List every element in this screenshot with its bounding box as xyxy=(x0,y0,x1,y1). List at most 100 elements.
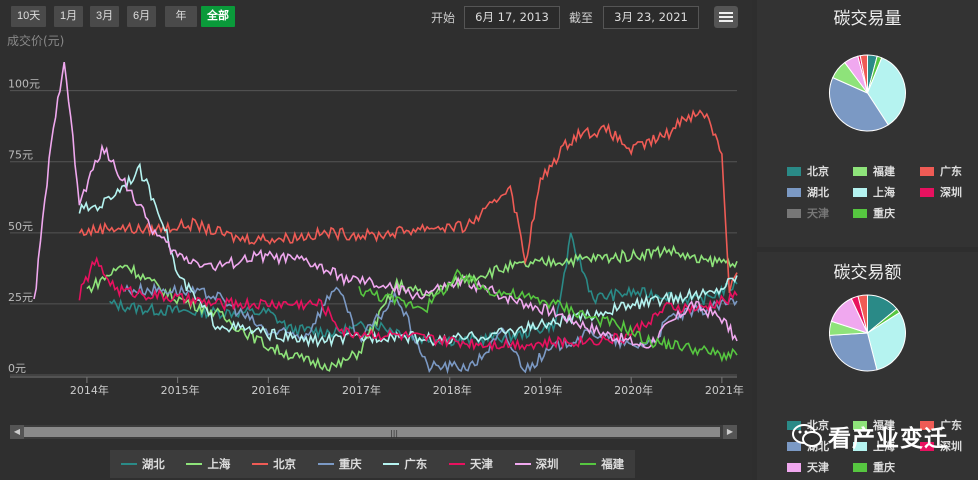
pie-legend-label: 重庆 xyxy=(873,461,895,474)
y-tick-label: 75元 xyxy=(8,149,33,162)
price-line-chart: 0元 25元 50元 75元 100元 2014年 2015年 2016年 2017年 2018年… xyxy=(8,61,744,397)
volume-panel: 碳交易量 北京 福建 广东 湖北 上海 深圳 天津 重庆 xyxy=(757,0,978,247)
pie-legend-item-天津[interactable]: 天津 xyxy=(787,205,829,221)
range-10d-button[interactable]: 10天 xyxy=(11,6,47,27)
pie-legend-item-湖北[interactable]: 湖北 xyxy=(787,438,829,454)
end-label: 截至 xyxy=(569,11,594,25)
pie-slice-广东 xyxy=(866,311,906,371)
legend-swatch xyxy=(514,463,531,465)
pie-legend-item-广东[interactable]: 广东 xyxy=(920,163,962,179)
chart-menu-button[interactable] xyxy=(714,6,738,28)
pie-legend-item-福建[interactable]: 福建 xyxy=(853,417,895,433)
legend-swatch xyxy=(580,463,597,465)
series-line-上海 xyxy=(86,244,738,372)
legend-label: 深圳 xyxy=(535,457,559,471)
pie-legend-swatch xyxy=(853,441,867,451)
legend-label: 上海 xyxy=(207,457,231,471)
pie-legend-swatch xyxy=(853,462,867,472)
pie-legend-item-福建[interactable]: 福建 xyxy=(853,163,895,179)
pie-legend-item-北京[interactable]: 北京 xyxy=(787,417,829,433)
pie-legend-swatch xyxy=(920,420,934,430)
legend-item-天津[interactable]: 天津 xyxy=(448,456,493,472)
x-tick-label: 2017年 xyxy=(342,383,381,397)
amount-pie xyxy=(829,294,906,372)
scroll-left-arrow[interactable]: ◀ xyxy=(10,425,24,439)
legend-label: 重庆 xyxy=(338,457,362,471)
legend-label: 广东 xyxy=(404,457,428,471)
series-line-深圳 xyxy=(33,61,738,349)
pie-legend-label: 北京 xyxy=(807,419,829,432)
legend-swatch xyxy=(448,463,465,465)
pie-legend-swatch xyxy=(787,166,801,176)
legend-item-重庆[interactable]: 重庆 xyxy=(317,456,362,472)
x-tick-label: 2015年 xyxy=(161,383,200,397)
pie-legend-item-天津[interactable]: 天津 xyxy=(787,459,829,475)
pie-legend-label: 湖北 xyxy=(807,440,829,453)
pie-slice-北京 xyxy=(857,294,868,334)
pie-legend-label: 广东 xyxy=(940,419,962,432)
legend-swatch xyxy=(383,463,400,465)
pie-legend-label: 北京 xyxy=(807,165,829,178)
range-3m-button[interactable]: 3月 xyxy=(90,6,120,27)
pie-slice-广东 xyxy=(866,57,906,126)
pie-slice-重庆 xyxy=(829,332,878,372)
pie-legend-item-广东[interactable]: 广东 xyxy=(920,417,962,433)
pie-legend-label: 湖北 xyxy=(807,186,829,199)
pie-legend-label: 天津 xyxy=(807,461,829,474)
pie-legend-label: 深圳 xyxy=(940,440,962,453)
start-date-input[interactable]: 6月 17, 2013 xyxy=(464,6,560,29)
pie-legend-item-湖北[interactable]: 湖北 xyxy=(787,184,829,200)
legend-item-福建[interactable]: 福建 xyxy=(580,456,624,472)
end-date-input[interactable]: 3月 23, 2021 xyxy=(603,6,699,29)
start-label: 开始 xyxy=(431,11,456,25)
pie-legend-label: 天津 xyxy=(807,207,829,220)
pie-legend-swatch xyxy=(787,462,801,472)
pie-slice-重庆 xyxy=(829,76,889,132)
pie-legend-label: 福建 xyxy=(873,419,895,432)
legend-item-深圳[interactable]: 深圳 xyxy=(514,456,559,472)
pie-legend-item-北京[interactable]: 北京 xyxy=(787,163,829,179)
pie-slice-北京 xyxy=(859,54,868,94)
legend-item-广东[interactable]: 广东 xyxy=(383,456,427,472)
legend-label: 北京 xyxy=(273,457,297,471)
range-1y-button[interactable]: 年 xyxy=(165,6,197,27)
legend-swatch xyxy=(252,463,269,465)
x-tick-label: 2020年 xyxy=(614,383,653,397)
legend-item-上海[interactable]: 上海 xyxy=(186,456,230,472)
pie-legend-swatch xyxy=(920,187,934,197)
series-legend: 湖北 上海 北京 重庆 广东 天津 深圳 福建 xyxy=(110,450,635,478)
x-tick-label: 2019年 xyxy=(523,383,562,397)
y-tick-label: 0元 xyxy=(8,362,26,375)
legend-item-北京[interactable]: 北京 xyxy=(252,456,296,472)
legend-swatch xyxy=(317,463,334,465)
pie-legend-swatch xyxy=(787,420,801,430)
series-line-福建 xyxy=(358,268,738,363)
pie-legend-item-深圳[interactable]: 深圳 xyxy=(920,438,962,454)
pie-legend-item-上海[interactable]: 上海 xyxy=(853,438,895,454)
x-tick-label: 2016年 xyxy=(251,383,290,397)
pie-legend-item-深圳[interactable]: 深圳 xyxy=(920,184,962,200)
pie-legend-swatch xyxy=(853,187,867,197)
scroll-thumb[interactable]: ||| xyxy=(24,427,720,438)
amount-panel: 碳交易额 北京 福建 广东 湖北 上海 深圳 天津 重庆 xyxy=(757,252,978,480)
pie-legend-swatch xyxy=(853,420,867,430)
x-tick-label: 2018年 xyxy=(433,383,472,397)
range-6m-button[interactable]: 6月 xyxy=(127,6,157,27)
range-scrollbar[interactable]: ◀ ||| ▶ xyxy=(10,425,737,439)
y-tick-label: 100元 xyxy=(8,78,40,91)
pie-legend-swatch xyxy=(920,166,934,176)
scroll-grip: ||| xyxy=(390,429,399,438)
legend-item-湖北[interactable]: 湖北 xyxy=(120,456,165,472)
pie-legend-item-重庆[interactable]: 重庆 xyxy=(853,459,895,475)
range-all-button[interactable]: 全部 xyxy=(201,6,235,27)
range-1m-button[interactable]: 1月 xyxy=(54,6,84,27)
legend-swatch xyxy=(120,463,137,465)
pie-legend-item-上海[interactable]: 上海 xyxy=(853,184,895,200)
series-line-重庆 xyxy=(123,281,738,375)
pie-legend-swatch xyxy=(787,441,801,451)
pie-legend-item-重庆[interactable]: 重庆 xyxy=(853,205,895,221)
legend-label: 天津 xyxy=(469,457,493,471)
scroll-right-arrow[interactable]: ▶ xyxy=(723,425,737,439)
pie-legend-swatch xyxy=(787,187,801,197)
legend-label: 福建 xyxy=(601,457,625,471)
